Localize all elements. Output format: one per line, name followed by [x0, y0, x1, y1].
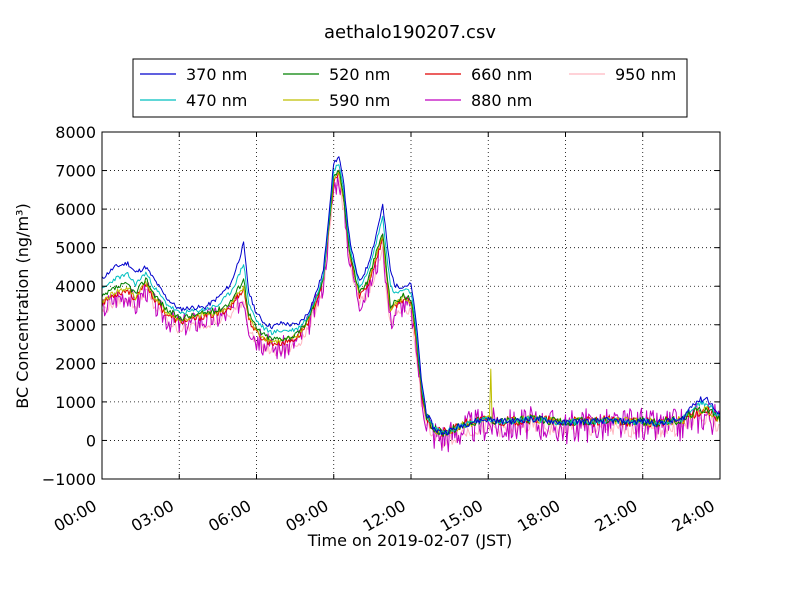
- series-line-950-nm: [102, 180, 720, 448]
- axis-ticks: 00:00 03:00 06:00 09:00 12:00 15:00 18:00 21:00…: [42, 123, 721, 536]
- y-tick-label: −1000: [42, 470, 96, 489]
- y-tick-label: 5000: [55, 239, 96, 258]
- y-tick-label: 0: [86, 431, 96, 450]
- legend: 370 nm 470 nm 520 nm 590 nm 660 nm 880 nm 950 …: [132, 58, 688, 118]
- y-tick-label: 4000: [55, 277, 96, 296]
- legend-label: 880 nm: [471, 91, 532, 110]
- legend-label: 470 nm: [186, 91, 247, 110]
- x-tick-label: 12:00: [360, 496, 409, 536]
- y-axis-label: BC Concentration (ng/m³): [13, 203, 32, 408]
- legend-label: 590 nm: [329, 91, 390, 110]
- series-layer: [102, 156, 720, 453]
- y-tick-label: 3000: [55, 316, 96, 335]
- x-tick-label: 03:00: [128, 496, 177, 536]
- y-tick-label: 2000: [55, 354, 96, 373]
- legend-label: 520 nm: [329, 65, 390, 84]
- x-tick-label: 09:00: [282, 496, 331, 536]
- x-tick-label: 21:00: [591, 496, 640, 536]
- y-tick-label: 6000: [55, 200, 96, 219]
- legend-label: 660 nm: [471, 65, 532, 84]
- x-tick-label: 15:00: [437, 496, 486, 536]
- plot-frame: [101, 131, 721, 480]
- x-tick-label: 18:00: [514, 496, 563, 536]
- x-axis-label: Time on 2019-02-07 (JST): [307, 531, 512, 550]
- y-tick-label: 1000: [55, 393, 96, 412]
- series-line-370-nm: [102, 156, 720, 436]
- y-tick-label: 7000: [55, 162, 96, 181]
- series-line-470-nm: [102, 164, 720, 435]
- y-tick-label: 8000: [55, 123, 96, 142]
- legend-box: [132, 58, 688, 118]
- chart-title: aethalo190207.csv: [324, 22, 496, 43]
- x-tick-label: 00:00: [51, 496, 100, 536]
- x-tick-label: 06:00: [205, 496, 254, 536]
- legend-label: 950 nm: [615, 65, 676, 84]
- x-tick-label: 24:00: [669, 496, 718, 536]
- series-line-590-nm: [102, 171, 720, 437]
- legend-label: 370 nm: [186, 65, 247, 84]
